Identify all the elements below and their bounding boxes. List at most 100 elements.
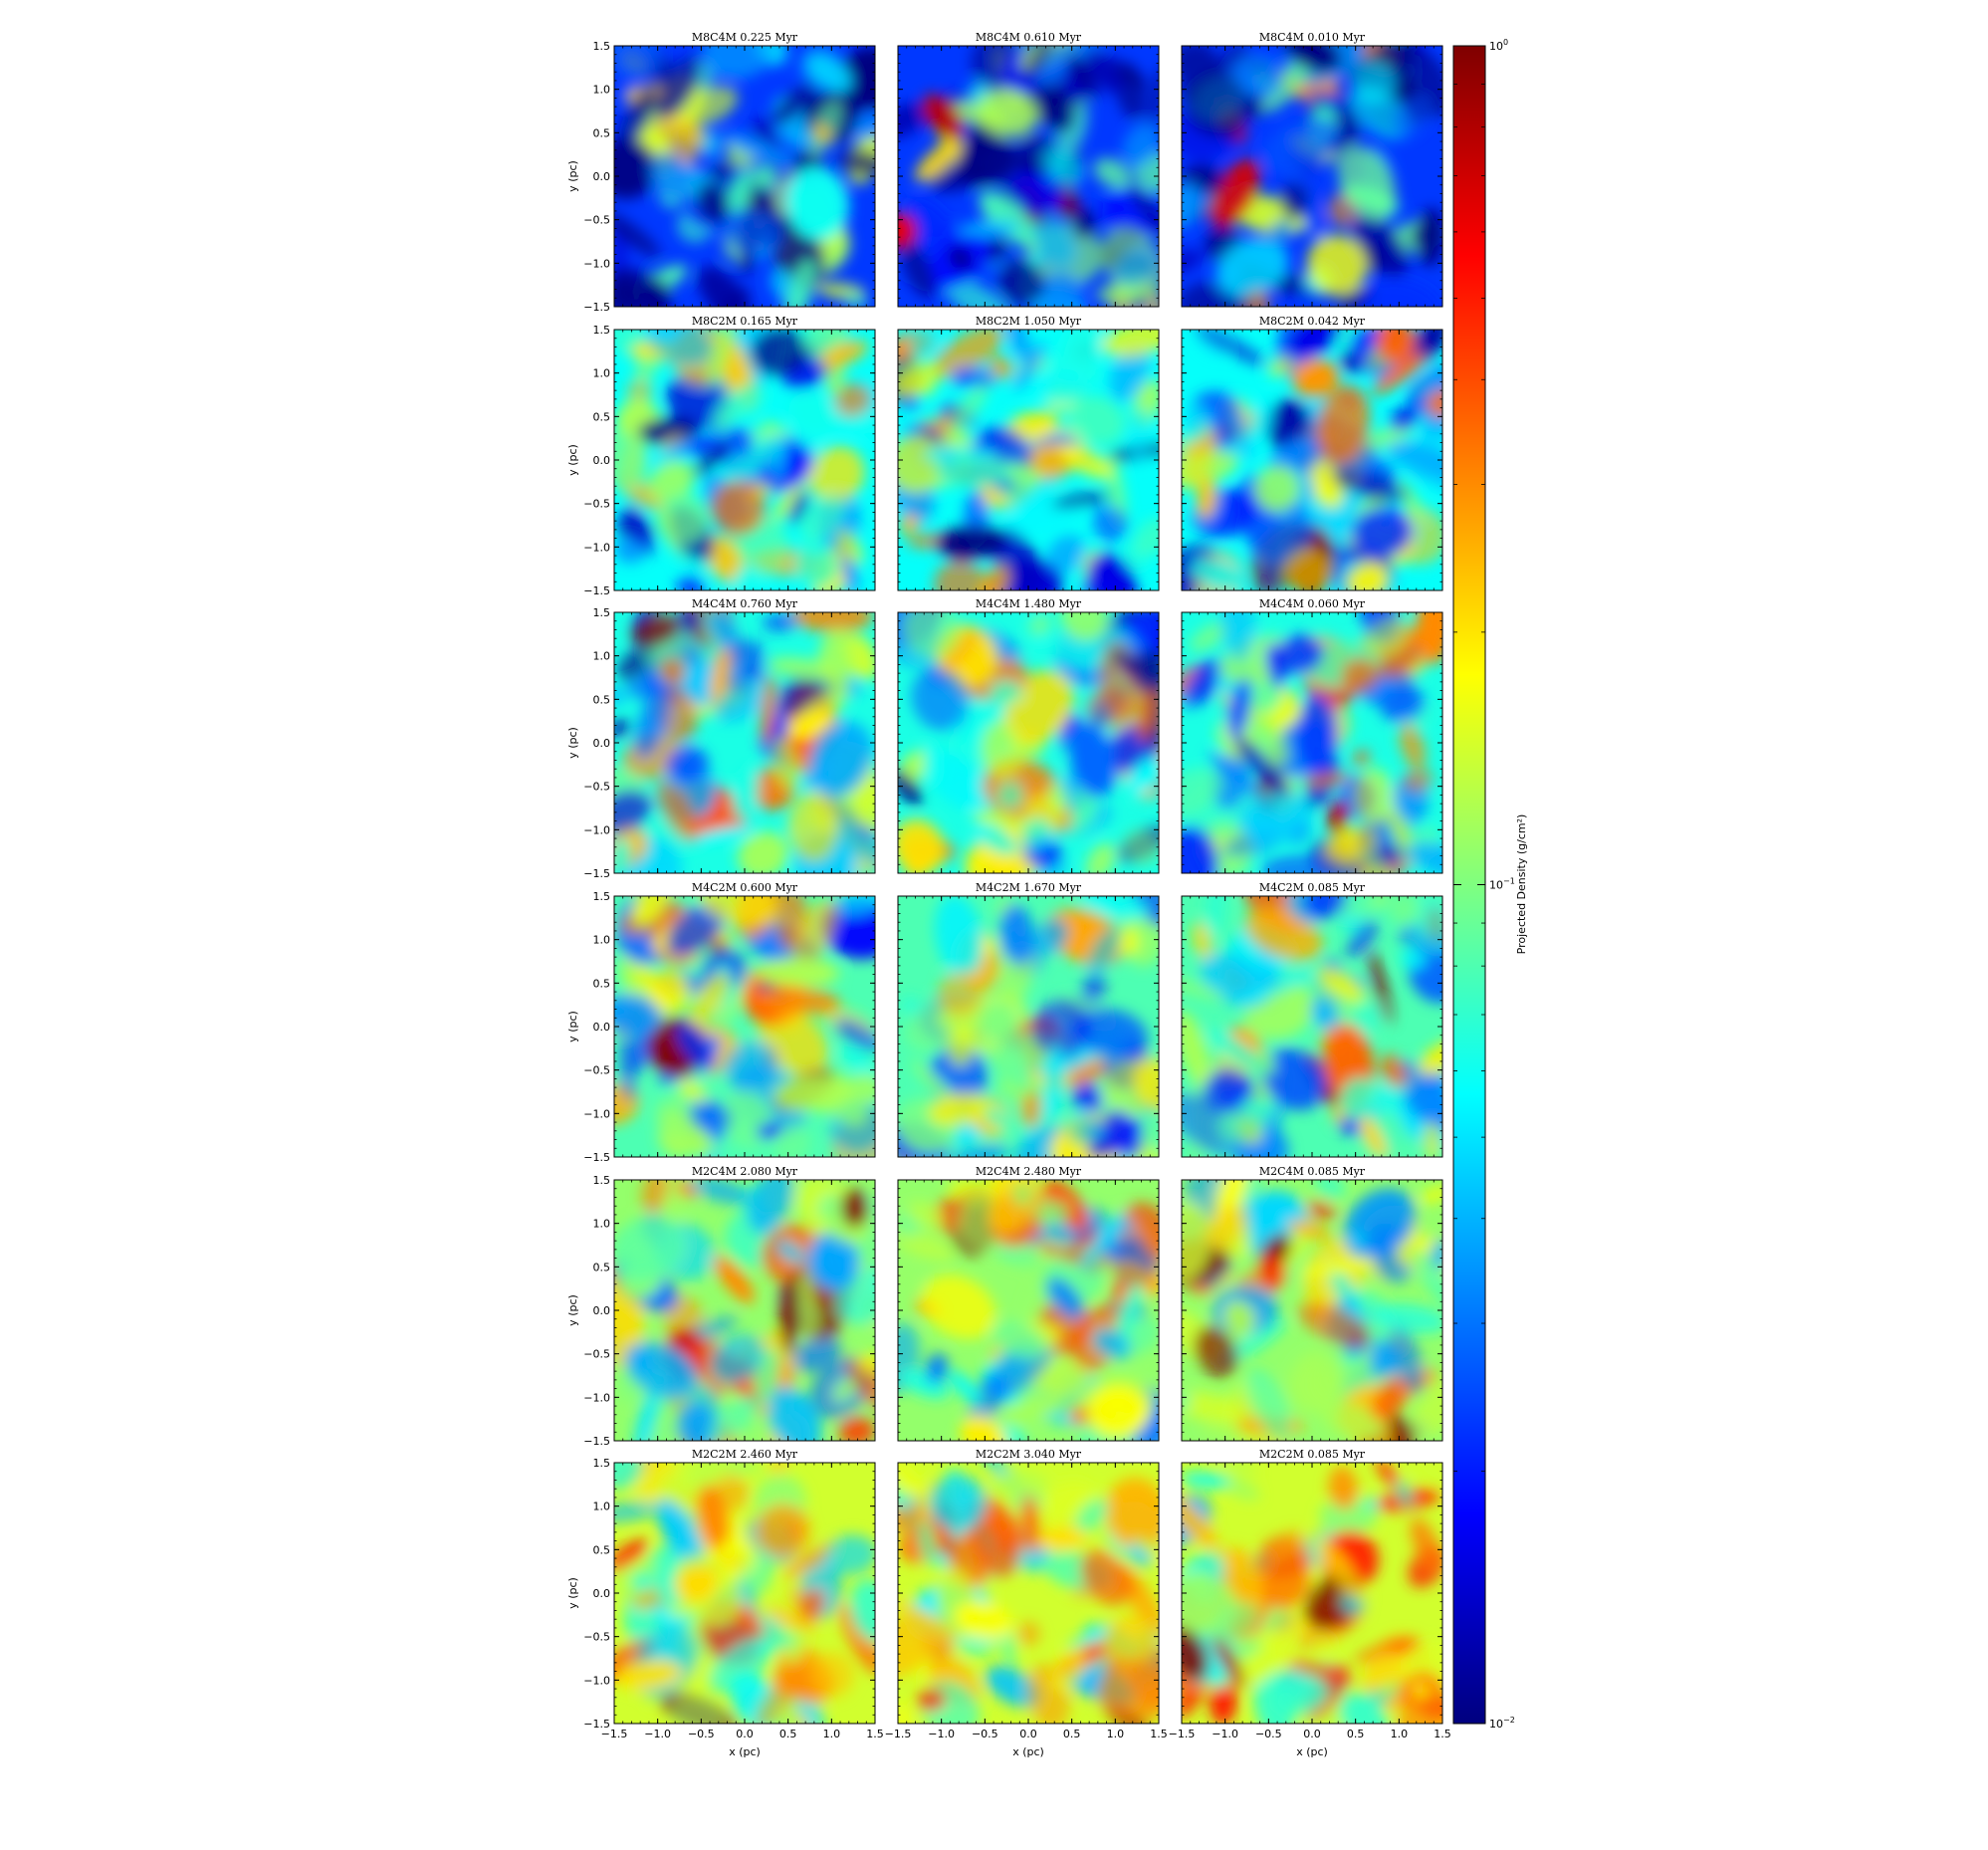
panel-title: M8C4M 0.610 Myr (976, 31, 1082, 44)
y-tick-label: 1.0 (593, 650, 611, 663)
density-map (614, 1463, 875, 1724)
y-tick-label: 1.5 (593, 324, 611, 337)
panel: M8C2M 0.165 Myr 1.5 1.0 0.5 0.0 −0.5 −1.0 −1.5 y… (566, 315, 876, 597)
density-map (614, 330, 875, 590)
x-tick-label: 0.0 (736, 1728, 754, 1740)
y-tick-label: −1.0 (583, 1674, 610, 1687)
x-tick-label: 1.5 (1150, 1728, 1168, 1740)
panel-title: M8C4M 0.225 Myr (692, 31, 798, 44)
y-tick-label: −1.5 (583, 301, 610, 314)
x-tick-label: 1.0 (1107, 1728, 1125, 1740)
x-tick-label: −1.0 (1212, 1728, 1238, 1740)
panel-title: M2C4M 2.480 Myr (976, 1165, 1082, 1178)
y-axis-label: y (pc) (566, 727, 579, 759)
panel-title: M4C2M 1.670 Myr (976, 881, 1082, 894)
panel-title: M2C4M 2.080 Myr (692, 1165, 798, 1178)
y-tick-label: 0.5 (593, 1261, 611, 1273)
x-tick-label: 1.5 (1434, 1728, 1451, 1740)
panel: M4C4M 1.480 Myr (897, 597, 1160, 874)
y-tick-label: −0.5 (583, 781, 610, 794)
panel: M8C2M 1.050 Myr (897, 315, 1160, 591)
x-tick-label: −1.5 (885, 1728, 912, 1740)
y-tick-label: −1.5 (583, 1151, 610, 1164)
panel-title: M8C2M 0.042 Myr (1259, 315, 1366, 328)
y-tick-label: −0.5 (583, 214, 610, 227)
y-tick-label: 0.0 (593, 737, 611, 750)
panel: M4C4M 0.760 Myr 1.5 1.0 0.5 0.0 −0.5 −1.0 −1.5 y… (566, 597, 876, 880)
panel: M2C2M 2.460 Myr 1.5 1.0 0.5 0.0 −0.5 −1.0 −1.5 y… (566, 1448, 884, 1758)
y-tick-label: −0.5 (583, 1348, 610, 1361)
y-tick-label: −1.0 (583, 823, 610, 836)
panel-title: M4C2M 0.600 Myr (692, 881, 798, 894)
y-axis-label: y (pc) (566, 160, 579, 192)
panel-title: M4C4M 0.760 Myr (692, 597, 798, 610)
y-tick-label: 1.0 (593, 934, 611, 947)
y-tick-label: 1.0 (593, 1218, 611, 1231)
density-map (898, 330, 1159, 590)
y-tick-label: −1.0 (583, 1391, 610, 1404)
y-tick-label: −1.0 (583, 1107, 610, 1120)
y-tick-label: 0.5 (593, 410, 611, 423)
y-axis-label: y (pc) (566, 1294, 579, 1326)
density-map (614, 1180, 875, 1441)
panel: M2C2M 3.040 Myr −1.5 −1.0 −0.5 0.0 0.5 1.0 1.5 x… (885, 1448, 1168, 1758)
y-tick-label: 1.0 (593, 84, 611, 97)
y-tick-label: 0.0 (593, 1304, 611, 1317)
y-tick-label: 0.0 (593, 1587, 611, 1600)
y-tick-label: 0.0 (593, 1021, 611, 1034)
density-map (898, 46, 1159, 307)
x-axis-label: x (pc) (729, 1745, 761, 1758)
colorbar-label: Projected Density (g/cm²) (1515, 814, 1528, 955)
y-tick-label: −1.5 (583, 867, 610, 880)
panel-title: M8C4M 0.010 Myr (1259, 31, 1366, 44)
x-tick-label: 1.0 (1391, 1728, 1409, 1740)
density-map (614, 46, 875, 307)
y-tick-label: −1.5 (583, 1435, 610, 1448)
colorbar-tick-label: 10−1 (1489, 877, 1515, 892)
colorbar-tick-label: 10−2 (1489, 1716, 1515, 1731)
y-tick-label: 1.5 (593, 40, 611, 53)
panel-title: M4C4M 0.060 Myr (1259, 597, 1366, 610)
panel-title: M4C4M 1.480 Myr (976, 597, 1082, 610)
y-tick-label: −1.0 (583, 257, 610, 270)
density-map (1182, 46, 1442, 307)
panel-title: M4C2M 0.085 Myr (1259, 881, 1366, 894)
y-tick-label: −0.5 (583, 1631, 610, 1644)
density-map (1182, 330, 1442, 590)
y-tick-label: −0.5 (583, 1064, 610, 1077)
panel-title: M8C2M 1.050 Myr (976, 315, 1082, 328)
panel: M8C4M 0.225 Myr 1.5 1.0 0.5 0.0 −0.5 −1.0 −1.5 y… (566, 31, 876, 314)
y-axis-label: y (pc) (566, 444, 579, 476)
panel: M8C2M 0.042 Myr (1181, 315, 1443, 591)
y-tick-label: 0.0 (593, 454, 611, 467)
panel: M2C4M 2.480 Myr (897, 1165, 1160, 1442)
y-tick-label: −1.0 (583, 541, 610, 554)
y-tick-label: 0.0 (593, 170, 611, 183)
x-tick-label: 1.5 (866, 1728, 884, 1740)
y-tick-label: −1.5 (583, 1718, 610, 1731)
panel-title: M8C2M 0.165 Myr (692, 315, 798, 328)
x-tick-label: −0.5 (972, 1728, 998, 1740)
density-map (898, 612, 1159, 873)
panel-title: M2C2M 0.085 Myr (1259, 1448, 1366, 1461)
panel: M8C4M 0.610 Myr (897, 31, 1160, 308)
y-tick-label: 0.5 (593, 977, 611, 990)
panel: M2C2M 0.085 Myr −1.5 −1.0 −0.5 0.0 0.5 1.0 1.5 x… (1169, 1448, 1451, 1758)
density-map (898, 1463, 1159, 1724)
y-tick-label: 0.5 (593, 1543, 611, 1556)
y-tick-label: 1.5 (593, 1174, 611, 1187)
x-axis-label: x (pc) (1296, 1745, 1328, 1758)
panel: M4C4M 0.060 Myr (1181, 597, 1443, 874)
density-map (898, 896, 1159, 1157)
x-axis-label: x (pc) (1012, 1745, 1044, 1758)
x-tick-label: 1.0 (823, 1728, 841, 1740)
x-tick-label: −1.0 (928, 1728, 955, 1740)
y-tick-label: 1.0 (593, 1501, 611, 1513)
x-tick-label: −1.5 (1169, 1728, 1196, 1740)
y-tick-label: −0.5 (583, 498, 610, 511)
x-tick-label: −1.5 (601, 1728, 628, 1740)
panel: M4C2M 1.670 Myr (897, 881, 1160, 1158)
y-axis-label: y (pc) (566, 1011, 579, 1042)
panel: M2C4M 0.085 Myr (1181, 1165, 1443, 1442)
